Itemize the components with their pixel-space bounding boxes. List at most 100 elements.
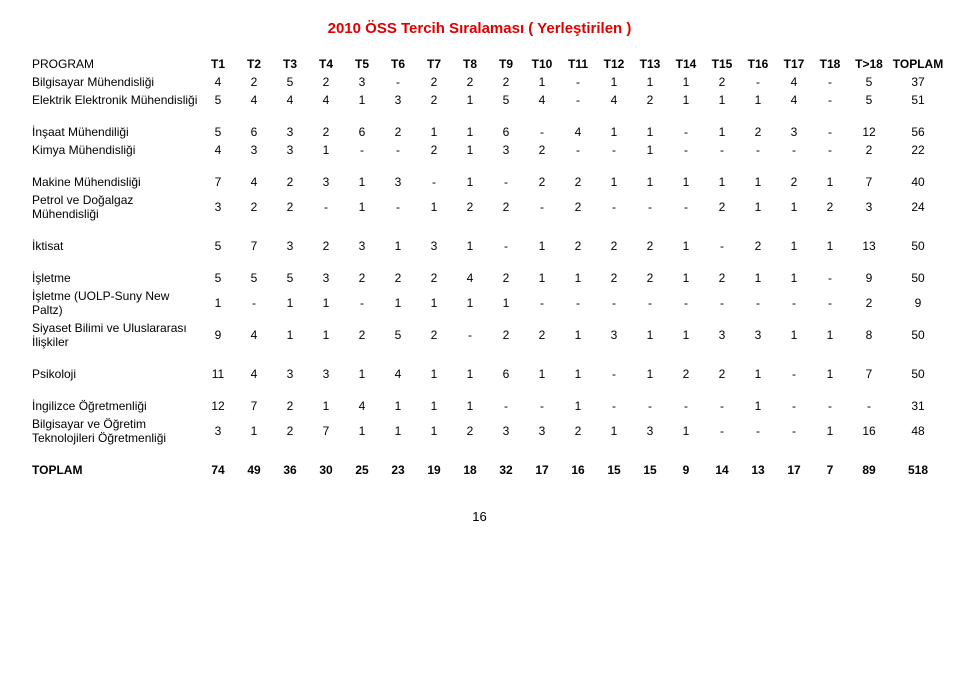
cell: 1 — [416, 397, 452, 415]
cell: 1 — [740, 191, 776, 223]
col-t3: T3 — [272, 55, 308, 73]
program-label: İşletme (UOLP-Suny New Paltz) — [30, 287, 200, 319]
cell: 1 — [776, 237, 812, 255]
cell: - — [632, 397, 668, 415]
cell: - — [740, 415, 776, 447]
cell: - — [524, 287, 560, 319]
col-t12: T12 — [596, 55, 632, 73]
cell: - — [524, 191, 560, 223]
cell: 3 — [308, 365, 344, 383]
cell: 3 — [632, 415, 668, 447]
cell: 1 — [344, 365, 380, 383]
cell: 1 — [272, 319, 308, 351]
cell: 1 — [668, 237, 704, 255]
cell: 2 — [452, 191, 488, 223]
cell: 1 — [452, 173, 488, 191]
page-title: 2010 ÖSS Tercih Sıralaması ( Yerleştiril… — [30, 20, 929, 37]
cell: - — [344, 141, 380, 159]
col-t15: T15 — [704, 55, 740, 73]
cell: 2 — [524, 141, 560, 159]
program-label: İktisat — [30, 237, 200, 255]
spacer-row — [30, 351, 946, 365]
cell: 5 — [848, 73, 890, 91]
cell: 1 — [200, 287, 236, 319]
cell: - — [416, 173, 452, 191]
cell: 3 — [848, 191, 890, 223]
cell: 2 — [452, 73, 488, 91]
cell: 1 — [416, 365, 452, 383]
cell: 9 — [848, 269, 890, 287]
cell: 1 — [812, 319, 848, 351]
cell: 4 — [308, 91, 344, 109]
cell: 5 — [200, 123, 236, 141]
cell: 2 — [632, 91, 668, 109]
cell: 2 — [308, 73, 344, 91]
cell: 1 — [380, 415, 416, 447]
cell: 1 — [272, 287, 308, 319]
cell: 1 — [704, 123, 740, 141]
cell: 2 — [488, 269, 524, 287]
cell: 2 — [416, 141, 452, 159]
cell: 5 — [380, 319, 416, 351]
cell: - — [524, 397, 560, 415]
cell: 6 — [488, 365, 524, 383]
cell: 5 — [236, 269, 272, 287]
cell: 2 — [632, 237, 668, 255]
col-t6: T6 — [380, 55, 416, 73]
cell: 1 — [632, 319, 668, 351]
table-row: İktisat57323131-12221-2111350 — [30, 237, 946, 255]
cell: 1 — [668, 73, 704, 91]
spacer-row — [30, 447, 946, 461]
col-program: PROGRAM — [30, 55, 200, 73]
cell: - — [596, 191, 632, 223]
cell: 5 — [200, 237, 236, 255]
cell: 1 — [344, 91, 380, 109]
cell: 2 — [524, 319, 560, 351]
cell: 1 — [668, 319, 704, 351]
cell: 1 — [812, 415, 848, 447]
cell: 2 — [416, 269, 452, 287]
cell: 1 — [416, 287, 452, 319]
cell: 1 — [596, 73, 632, 91]
cell: 4 — [524, 91, 560, 109]
col-t17: T17 — [776, 55, 812, 73]
page-number: 16 — [30, 509, 929, 524]
table-row: Bilgisayar Mühendisliği42523-2221-1112-4… — [30, 73, 946, 91]
cell: 2 — [704, 73, 740, 91]
cell: 6 — [344, 123, 380, 141]
cell: 2 — [740, 123, 776, 141]
cell: 56 — [890, 123, 946, 141]
col-t16: T16 — [740, 55, 776, 73]
total-cell: 30 — [308, 461, 344, 479]
cell: 50 — [890, 237, 946, 255]
cell: - — [812, 287, 848, 319]
cell: 1 — [524, 237, 560, 255]
cell: 3 — [524, 415, 560, 447]
cell: 1 — [524, 73, 560, 91]
table-row: Makine Mühendisliği742313-1-221111121740 — [30, 173, 946, 191]
cell: 2 — [308, 237, 344, 255]
cell: 2 — [344, 269, 380, 287]
cell: 1 — [596, 173, 632, 191]
spacer-row — [30, 383, 946, 397]
col-t18: T18 — [812, 55, 848, 73]
cell: 4 — [776, 91, 812, 109]
spacer-row — [30, 159, 946, 173]
spacer-row — [30, 255, 946, 269]
cell: 12 — [848, 123, 890, 141]
cell: - — [812, 91, 848, 109]
total-cell: 36 — [272, 461, 308, 479]
col-t8: T8 — [452, 55, 488, 73]
cell: 1 — [632, 73, 668, 91]
cell: 3 — [308, 269, 344, 287]
cell: 2 — [236, 191, 272, 223]
cell: 7 — [848, 173, 890, 191]
cell: - — [596, 141, 632, 159]
cell: 2 — [596, 237, 632, 255]
cell: 1 — [560, 319, 596, 351]
program-label: Siyaset Bilimi ve Uluslararası İlişkiler — [30, 319, 200, 351]
cell: 9 — [200, 319, 236, 351]
cell: 1 — [308, 319, 344, 351]
cell: 2 — [272, 397, 308, 415]
cell: 5 — [272, 73, 308, 91]
